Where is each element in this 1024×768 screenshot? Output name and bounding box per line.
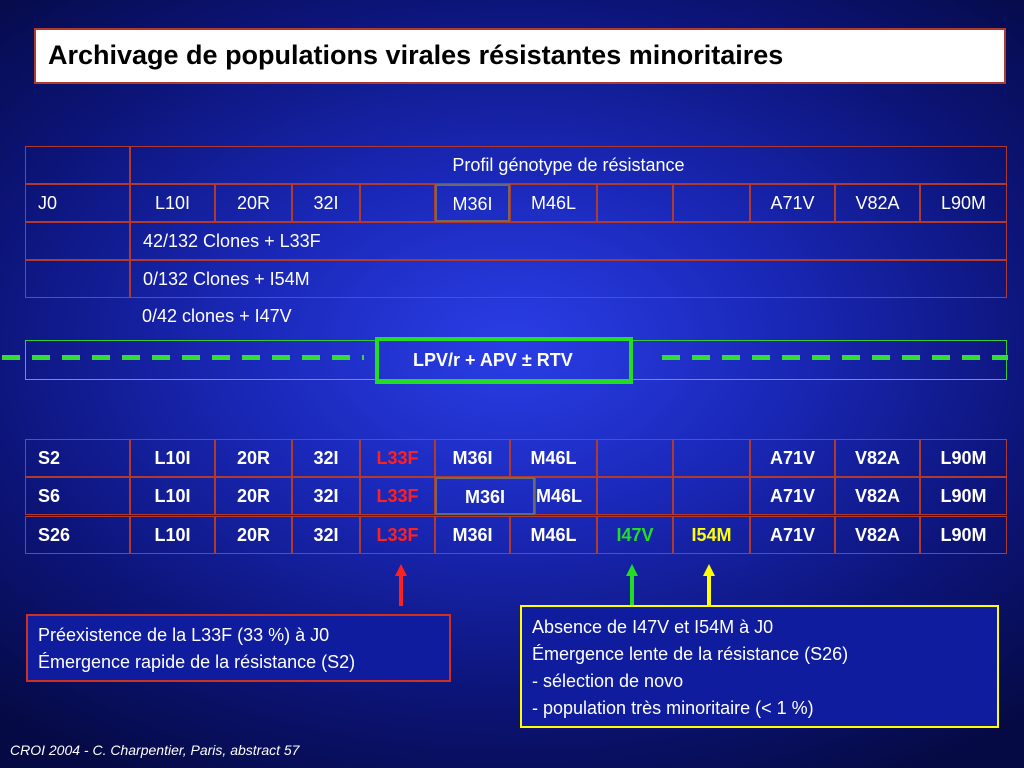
mutation-cell [597,477,673,515]
mutation-cell: L90M [920,184,1007,222]
mutation-cell: V82A [835,184,920,222]
mutation-cell: L90M [920,477,1007,515]
mutation-cell: V82A [835,477,920,515]
footer-citation: CROI 2004 - C. Charpentier, Paris, abstr… [10,742,300,758]
sample-row-s6: S6 L10I 20R 32I L33F M36I M46L A71V V82A… [25,477,1007,515]
mutation-cell [673,439,750,477]
mutation-cell: M36I [435,184,510,222]
clone-cell: 0/42 clones + I47V [142,306,292,326]
title-box: Archivage de populations virales résista… [34,28,1006,84]
row-label: S26 [25,516,130,554]
mutation-cell-l33f: L33F [360,516,435,554]
mutation-cell: L90M [920,516,1007,554]
row-label: S6 [25,477,130,515]
mutation-cell: L10I [130,439,215,477]
mutation-cell [673,477,750,515]
mutation-cell: 32I [292,439,360,477]
row-label: J0 [25,184,130,222]
mutation-cell [597,184,673,222]
mutation-cell: 20R [215,516,292,554]
note-right-line: Émergence lente de la résistance (S26) [532,644,849,664]
arrow-up-icon-yellow [703,564,715,606]
note-right-line: - sélection de novo [532,671,684,691]
dashed-line-left [2,355,364,360]
row-label: S2 [25,439,130,477]
clone-label-cell [25,222,130,260]
mutation-cell: L90M [920,439,1007,477]
sample-row-s2: S2 L10I 20R 32I L33F M36I M46L A71V V82A… [25,439,1007,477]
treatment-label: LPV/r + APV ± RTV [413,350,573,370]
treatment-box: LPV/r + APV ± RTV [375,337,633,384]
note-left-line: Émergence rapide de la résistance (S2) [38,652,356,672]
arrow-up-icon-red [395,564,407,606]
dashed-line-right [662,355,1008,360]
mutation-cell: A71V [750,439,835,477]
clone-row: 0/132 Clones + I54M [25,260,1007,298]
mutation-cell: A71V [750,184,835,222]
arrow-up-icon-green [626,564,638,606]
mutation-cell: L10I [130,184,215,222]
mutation-cell: 32I [292,477,360,515]
clone-cell: 0/132 Clones + I54M [130,260,1007,298]
slide-title: Archivage de populations virales résista… [48,40,784,70]
mutation-cell: 20R [215,184,292,222]
mutation-cell-l33f: L33F [360,477,435,515]
note-left: Préexistence de la L33F (33 %) à J0 Émer… [26,614,451,682]
mutation-cell: M36I [435,439,510,477]
note-right-line: Absence de I47V et I54M à J0 [532,617,774,637]
mutation-cell: A71V [750,477,835,515]
mutation-cell: A71V [750,516,835,554]
mutation-cell: 20R [215,439,292,477]
note-right-line: - population très minoritaire (< 1 %) [532,698,814,718]
header-cell: Profil génotype de résistance [130,146,1007,184]
mutation-cell: M46L [510,516,597,554]
mutation-cell: M46L [535,477,597,515]
mutation-cell [597,439,673,477]
note-right: Absence de I47V et I54M à J0 Émergence l… [520,605,999,728]
header-row: Profil génotype de résistance [25,146,1007,184]
j0-row: J0 L10I 20R 32I M36I M46L A71V V82A L90M [25,184,1007,222]
mutation-cell: M36I [435,516,510,554]
clone-row: 0/42 clones + I47V [25,298,1007,336]
mutation-cell: V82A [835,516,920,554]
mutation-cell [673,184,750,222]
sample-row-s26: S26 L10I 20R 32I L33F M36I M46L I47V I54… [25,516,1007,554]
mutation-cell: 32I [292,516,360,554]
mutation-cell: M46L [510,439,597,477]
mutation-cell: 20R [215,477,292,515]
clone-row: 42/132 Clones + L33F [25,222,1007,260]
mutation-cell: L10I [130,516,215,554]
mutation-cell-l33f: L33F [360,439,435,477]
clone-label-cell [25,260,130,298]
mutation-cell: 32I [292,184,360,222]
mutation-cell: L10I [130,477,215,515]
mutation-cell: V82A [835,439,920,477]
mutation-cell: M36I [435,477,535,515]
note-left-line: Préexistence de la L33F (33 %) à J0 [38,625,330,645]
mutation-cell [360,184,435,222]
header-empty-cell [25,146,130,184]
mutation-cell-i54m: I54M [673,516,750,554]
mutation-cell: M46L [510,184,597,222]
mutation-cell-i47v: I47V [597,516,673,554]
clone-cell: 42/132 Clones + L33F [130,222,1007,260]
